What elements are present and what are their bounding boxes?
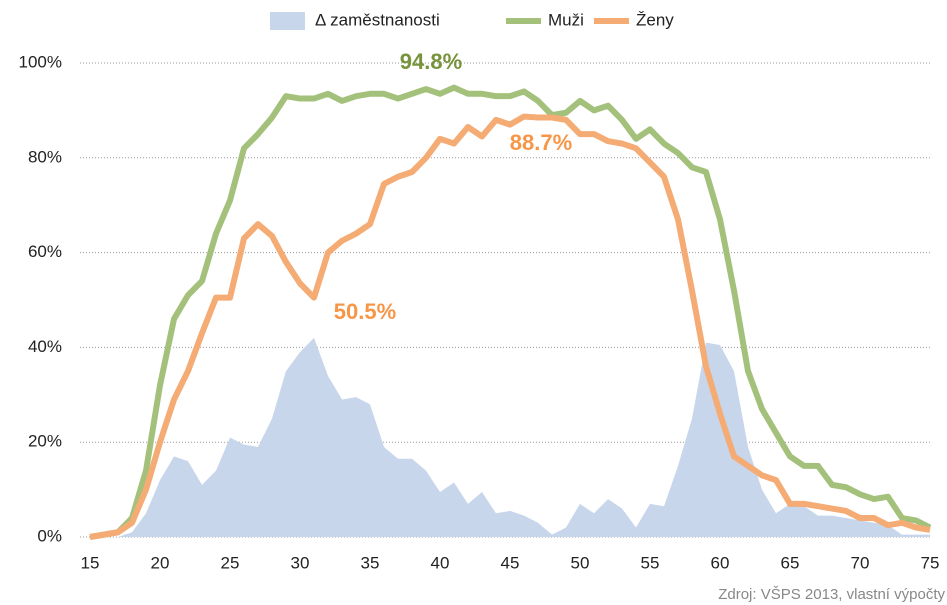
y-tick-label: 20% [28, 432, 62, 451]
x-tick-label: 45 [501, 553, 520, 572]
x-tick-label: 65 [781, 553, 800, 572]
x-tick-label: 55 [641, 553, 660, 572]
legend-label: Muži [548, 10, 584, 29]
annotation: 94.8% [400, 49, 462, 74]
legend-label: Δ zaměstnanosti [315, 10, 440, 29]
x-tick-label: 35 [361, 553, 380, 572]
x-tick-label: 25 [221, 553, 240, 572]
line [89, 84, 932, 540]
x-tick-label: 15 [81, 553, 100, 572]
x-tick-label: 50 [571, 553, 590, 572]
x-tick-label: 40 [431, 553, 450, 572]
x-tick-label: 70 [851, 553, 870, 572]
x-tick-label: 20 [151, 553, 170, 572]
x-tick-label: 30 [291, 553, 310, 572]
x-tick-label: 75 [921, 553, 940, 572]
y-tick-label: 60% [28, 242, 62, 261]
annotation: 88.7% [510, 130, 572, 155]
y-tick-label: 40% [28, 337, 62, 356]
y-tick-label: 80% [28, 147, 62, 166]
y-tick-label: 0% [37, 526, 62, 545]
source-note: Zdroj: VŠPS 2013, vlastní výpočty [718, 586, 945, 603]
legend-swatch [270, 12, 305, 30]
line [89, 113, 931, 540]
legend-label: Ženy [636, 10, 674, 29]
area [90, 337, 930, 537]
y-tick-label: 100% [19, 52, 62, 71]
annotation: 50.5% [334, 299, 396, 324]
x-tick-label: 60 [711, 553, 730, 572]
